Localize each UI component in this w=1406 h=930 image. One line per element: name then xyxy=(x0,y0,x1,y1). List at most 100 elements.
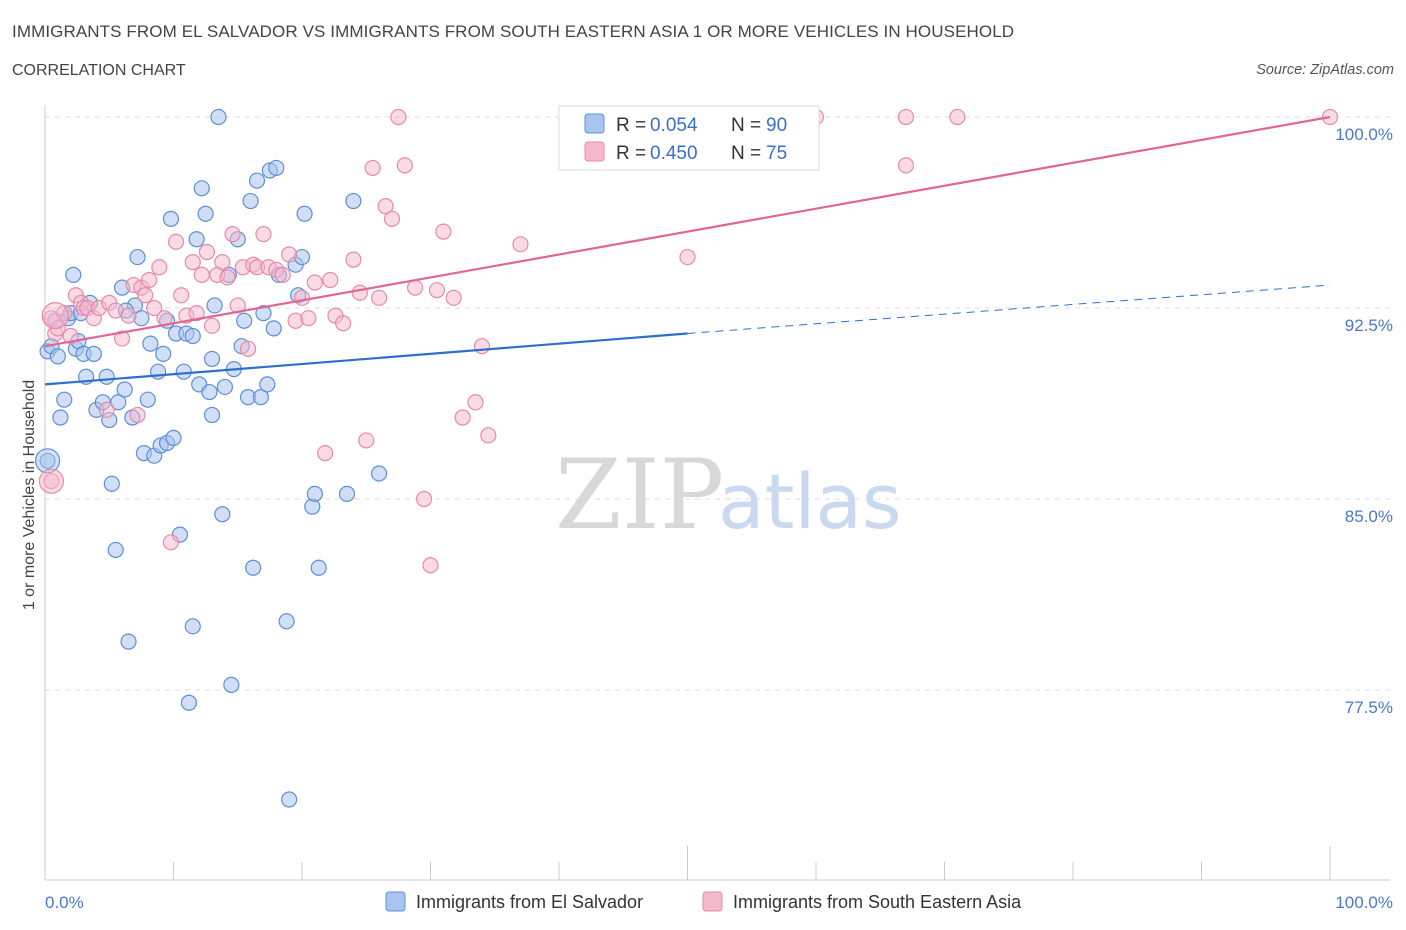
data-point xyxy=(383,210,401,227)
x-tick-max: 100.0% xyxy=(1335,893,1393,912)
data-point xyxy=(203,350,221,368)
bottom-legend-swatch-blue xyxy=(385,891,406,912)
y-tick-label: 85.0% xyxy=(1345,507,1393,526)
data-point xyxy=(428,282,446,299)
data-point xyxy=(454,409,471,426)
legend-pink-r-value: 0.450 xyxy=(650,143,698,164)
data-point xyxy=(65,266,82,283)
data-point xyxy=(480,427,497,444)
data-point xyxy=(151,259,168,276)
axes xyxy=(44,105,1390,881)
data-point xyxy=(306,485,323,503)
data-point xyxy=(129,248,146,266)
data-point xyxy=(180,694,198,711)
legend-blue-r-label: R = xyxy=(616,115,646,136)
legend-swatch-pink xyxy=(584,141,605,162)
data-point xyxy=(103,475,120,492)
data-point xyxy=(310,559,327,576)
watermark: ZIP atlas xyxy=(555,439,902,551)
series-south-eastern-asia xyxy=(38,108,1339,574)
data-point xyxy=(162,210,180,227)
legend-blue-r-value: 0.054 xyxy=(650,115,698,136)
data-point xyxy=(113,330,131,347)
data-point xyxy=(98,368,115,385)
trend-lines xyxy=(44,115,1331,386)
data-point xyxy=(214,254,231,271)
data-point xyxy=(335,315,352,332)
y-tick-label: 100.0% xyxy=(1335,125,1393,144)
data-point xyxy=(252,389,269,406)
data-point xyxy=(296,205,313,222)
trend-line-blue xyxy=(44,332,688,386)
data-point xyxy=(345,251,362,268)
data-point xyxy=(165,429,182,446)
data-point xyxy=(175,363,192,380)
bottom-legend-blue-label: Immigrants from El Salvador xyxy=(416,892,643,912)
data-point xyxy=(390,108,407,126)
data-point xyxy=(949,108,966,126)
data-point xyxy=(679,248,696,266)
data-point xyxy=(445,289,462,306)
chart-subtitle: CORRELATION CHART xyxy=(12,62,186,79)
x-tick-min: 0.0% xyxy=(45,893,84,912)
data-point xyxy=(49,348,66,365)
data-point xyxy=(248,172,266,189)
data-point xyxy=(162,534,180,551)
data-point xyxy=(146,299,163,317)
data-point xyxy=(216,378,233,396)
chart-title: IMMIGRANTS FROM EL SALVADOR VS IMMIGRANT… xyxy=(12,22,1015,41)
data-point xyxy=(236,312,253,329)
bottom-legend-pink-label: Immigrants from South Eastern Asia xyxy=(733,892,1022,912)
data-point xyxy=(364,159,381,177)
data-point xyxy=(435,223,452,240)
trend-line-blue-extension xyxy=(687,284,1331,334)
legend-pink-n-label: N = xyxy=(731,143,761,164)
data-point xyxy=(338,485,356,503)
data-point xyxy=(129,406,146,424)
data-point xyxy=(142,335,159,352)
legend-pink-r-label: R = xyxy=(616,143,646,164)
data-point xyxy=(358,432,375,449)
data-point xyxy=(371,465,388,482)
data-point xyxy=(322,271,339,289)
data-point xyxy=(184,618,201,635)
data-point xyxy=(467,394,484,411)
data-point xyxy=(306,274,323,291)
data-point xyxy=(188,304,205,322)
data-point xyxy=(155,345,172,362)
data-point xyxy=(377,198,394,215)
data-point xyxy=(203,317,221,334)
data-point xyxy=(371,289,388,306)
data-point xyxy=(224,226,241,243)
source-credit: Source: ZipAtlas.com xyxy=(1256,62,1394,78)
data-point xyxy=(188,231,205,248)
data-point xyxy=(422,557,439,574)
series-el-salvador xyxy=(34,108,388,808)
data-point xyxy=(120,307,137,324)
data-point xyxy=(206,297,223,314)
data-point xyxy=(219,269,236,286)
data-point xyxy=(197,205,214,222)
data-point xyxy=(245,559,262,576)
data-point xyxy=(85,345,102,362)
data-point xyxy=(203,406,221,424)
data-point xyxy=(223,676,240,694)
correlation-legend: R = 0.054 N = 90 R = 0.450 N = 75 xyxy=(558,105,820,171)
data-point xyxy=(120,633,137,650)
y-axis-label: 1 or more Vehicles in Household xyxy=(21,380,38,610)
series-legend: Immigrants from El Salvador Immigrants f… xyxy=(385,891,1022,912)
legend-blue-n-value: 90 xyxy=(766,115,787,136)
data-point xyxy=(242,192,259,210)
y-tick-label: 77.5% xyxy=(1345,698,1393,717)
data-point xyxy=(56,391,73,408)
data-point xyxy=(239,340,257,357)
data-point xyxy=(116,381,133,398)
data-point xyxy=(98,401,115,418)
data-point xyxy=(184,254,201,271)
data-point xyxy=(278,613,295,630)
data-point-large xyxy=(38,468,65,494)
data-point xyxy=(345,192,362,210)
data-point xyxy=(274,266,291,283)
data-point xyxy=(193,180,210,197)
data-point xyxy=(214,506,231,523)
